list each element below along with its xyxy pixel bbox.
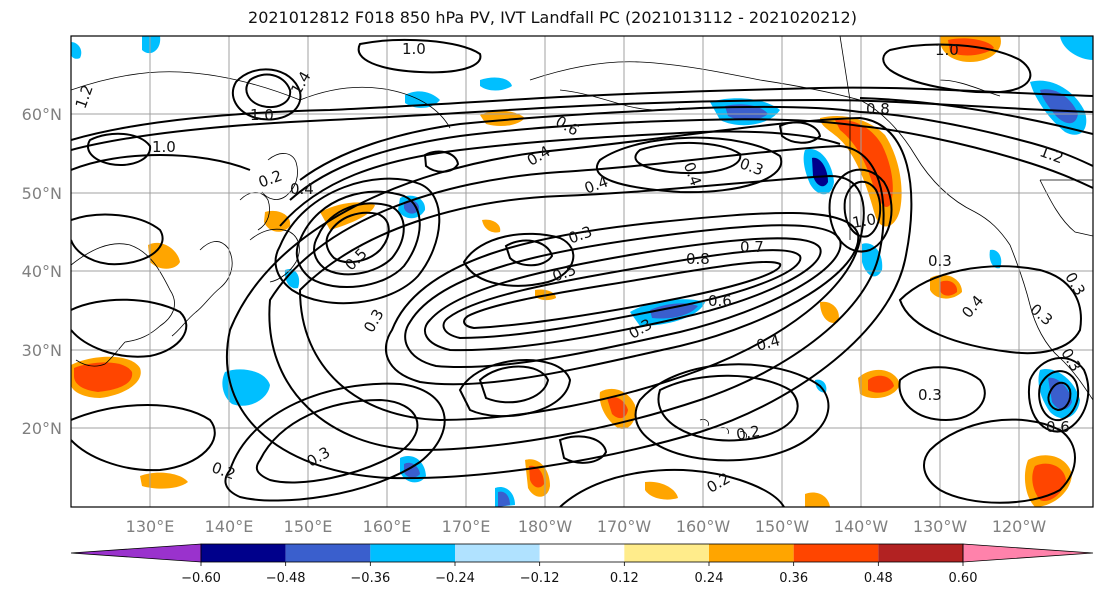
colorbar-extend-max — [962, 543, 1094, 563]
colorbar-swatch — [624, 544, 709, 562]
contour-label: 1.0 — [152, 138, 176, 156]
colorbar-tick-label: 0.24 — [695, 571, 724, 586]
colorbar-swatch — [793, 544, 879, 562]
contour-label: 0.4 — [754, 331, 782, 355]
lon-tick: 120°W — [992, 517, 1047, 536]
colorbar-tick-label: −0.60 — [181, 571, 221, 586]
lat-tick: 40°N — [22, 262, 62, 281]
colorbar: −0.60 −0.48 −0.36 −0.24 −0.12 0.12 0.24 0.36 0.4… — [70, 543, 1094, 586]
lon-axis: 130°E 140°E 150°E 160°E 170°E 180°W 170°… — [126, 517, 1047, 536]
colorbar-swatch — [370, 544, 455, 562]
lon-tick: 160°E — [363, 517, 412, 536]
colorbar-swatch — [539, 544, 625, 562]
colorbar-tick-label: −0.24 — [435, 571, 475, 586]
contour-label: 0.8 — [866, 100, 890, 118]
lon-tick: 160°W — [676, 517, 731, 536]
lon-tick: 150°E — [284, 517, 333, 536]
colorbar-swatch — [709, 544, 794, 562]
contour-label: 0.8 — [686, 250, 710, 268]
contour-label: 0.3 — [928, 252, 952, 270]
colorbar-swatch — [285, 544, 371, 562]
colorbar-tick-label: −0.12 — [520, 571, 560, 586]
lon-tick: 130°E — [126, 517, 175, 536]
colorbar-tick-label: 0.48 — [864, 571, 893, 586]
contour-label: 0.7 — [740, 238, 764, 256]
lat-tick: 30°N — [22, 341, 62, 360]
lon-tick: 170°E — [442, 517, 491, 536]
contour-label: 0.2 — [735, 422, 762, 444]
lon-tick: 170°W — [597, 517, 652, 536]
contour-label: 0.6 — [1046, 418, 1070, 436]
lat-tick: 60°N — [22, 105, 62, 124]
lon-tick: 140°E — [205, 517, 254, 536]
contour-label: 0.3 — [918, 386, 942, 404]
colorbar-swatch — [878, 544, 963, 562]
colorbar-tick-label: 0.36 — [779, 571, 808, 586]
colorbar-extend-min — [70, 543, 202, 563]
contour-label: 1.0 — [935, 41, 959, 59]
contour-label: 1.0 — [250, 106, 274, 124]
colorbar-swatch — [455, 544, 540, 562]
contour-label: 1.0 — [851, 210, 878, 232]
colorbar-outline — [200, 543, 964, 563]
map-frame — [70, 35, 1094, 508]
contour-label: 0.6 — [708, 292, 732, 310]
lon-tick: 180°W — [518, 517, 573, 536]
colorbar-tick-label: −0.36 — [350, 571, 390, 586]
lat-tick: 20°N — [22, 419, 62, 438]
contour-label: 1.0 — [402, 40, 426, 58]
lon-tick: 130°W — [913, 517, 968, 536]
contour-label: 0.4 — [290, 180, 314, 198]
lat-tick: 50°N — [22, 184, 62, 203]
colorbar-tick-label: −0.48 — [266, 571, 306, 586]
lat-axis: 60°N 50°N 40°N 30°N 20°N — [22, 105, 62, 438]
lon-tick: 150°W — [755, 517, 810, 536]
colorbar-tick-label: 0.12 — [610, 571, 639, 586]
ivt-contours — [71, 38, 1093, 507]
map-title: 2021012812 F018 850 hPa PV, IVT Landfall… — [248, 8, 857, 27]
lon-tick: 140°W — [834, 517, 889, 536]
colorbar-tick-label: 0.60 — [949, 571, 978, 586]
colorbar-swatch — [201, 544, 286, 562]
